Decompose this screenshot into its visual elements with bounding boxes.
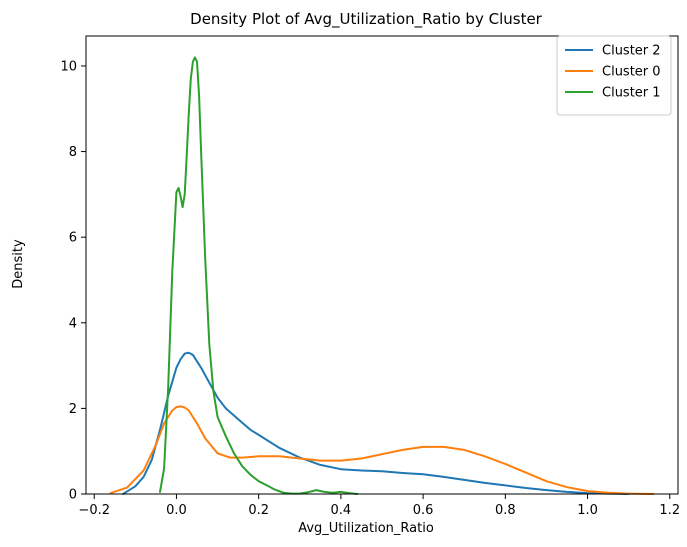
chart-title: Density Plot of Avg_Utilization_Ratio by… [190, 10, 543, 29]
y-axis-label: Density [11, 239, 26, 289]
series-line-1 [109, 405, 655, 495]
y-tick-label: 2 [69, 402, 77, 417]
x-tick-label: 0.4 [331, 503, 352, 518]
plot-area [85, 35, 679, 495]
x-tick-label: 1.2 [659, 503, 680, 518]
legend-frame [556, 35, 672, 116]
y-tick-label: 10 [60, 59, 77, 74]
series-line-2 [159, 56, 359, 495]
x-axis-label: Avg_Utilization_Ratio [298, 521, 434, 536]
x-tick-label: 0.6 [413, 503, 434, 518]
y-tick-label: 0 [69, 488, 77, 503]
legend-label-0: Cluster 2 [602, 44, 661, 59]
y-tick-label: 6 [69, 231, 77, 246]
x-tick-label: 0.2 [248, 503, 269, 518]
x-tick-label: 0.0 [166, 503, 187, 518]
plot-frame [85, 35, 679, 495]
legend-label-1: Cluster 0 [602, 65, 661, 80]
x-tick-label: 1.0 [577, 503, 598, 518]
y-axis: 0 2 4 6 8 10 [60, 59, 86, 503]
series-line-0 [122, 351, 630, 495]
legend-label-2: Cluster 1 [602, 86, 661, 101]
legend: Cluster 2 Cluster 0 Cluster 1 [556, 35, 672, 116]
x-tick-label: −0.2 [78, 503, 110, 518]
x-tick-label: 0.8 [495, 503, 516, 518]
y-tick-label: 8 [69, 145, 77, 160]
y-tick-label: 4 [69, 316, 77, 331]
x-axis: −0.2 0.0 0.2 0.4 0.6 0.8 1.0 1.2 [78, 494, 680, 518]
